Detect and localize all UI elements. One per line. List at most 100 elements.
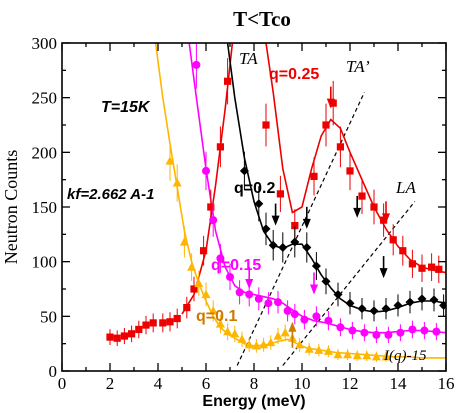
x-tick-label: 8 bbox=[250, 374, 259, 393]
peak-arrow-head bbox=[302, 218, 311, 229]
data-point bbox=[254, 199, 264, 209]
data-point bbox=[381, 351, 391, 361]
data-point bbox=[418, 264, 426, 272]
data-point bbox=[300, 315, 309, 324]
data-point bbox=[389, 236, 397, 244]
data-point bbox=[362, 350, 372, 360]
data-point bbox=[201, 289, 211, 299]
data-point bbox=[264, 299, 273, 308]
x-tick-label: 14 bbox=[390, 374, 408, 393]
data-point bbox=[239, 166, 249, 176]
data-point bbox=[276, 190, 284, 198]
peak-arrow-head bbox=[288, 321, 297, 332]
data-point bbox=[245, 290, 254, 299]
data-point bbox=[274, 298, 282, 307]
data-point bbox=[106, 333, 114, 341]
data-point bbox=[262, 121, 270, 129]
ta-prime-label: TA’ bbox=[346, 57, 370, 76]
data-point bbox=[343, 349, 353, 359]
y-tick-label: 200 bbox=[32, 143, 58, 162]
data-point bbox=[235, 288, 244, 297]
data-point bbox=[358, 192, 366, 200]
data-point bbox=[333, 289, 343, 299]
data-point bbox=[135, 325, 143, 334]
x-axis-label: Energy (meV) bbox=[202, 393, 305, 410]
axes: 0 2 4 6 8 10 12 14 16 0 50 100 150 200 250 300 bbox=[32, 34, 455, 393]
data-point bbox=[244, 339, 254, 349]
data-point bbox=[216, 143, 224, 151]
data-point bbox=[216, 254, 225, 263]
data-point bbox=[208, 306, 218, 315]
data-point bbox=[336, 323, 345, 332]
data-point bbox=[304, 344, 314, 353]
data-point bbox=[381, 304, 391, 314]
plot-content bbox=[106, 43, 446, 366]
series-label-q015: q=0.15 bbox=[211, 257, 261, 274]
data-point bbox=[113, 334, 121, 342]
x-tick-label: 10 bbox=[294, 374, 311, 393]
data-point bbox=[405, 297, 415, 307]
data-point bbox=[254, 294, 263, 303]
data-point bbox=[172, 178, 182, 187]
data-point bbox=[278, 242, 288, 252]
data-point bbox=[428, 263, 436, 271]
data-point bbox=[384, 330, 393, 339]
peak-arrow-head bbox=[379, 268, 388, 279]
data-point bbox=[200, 247, 208, 255]
data-point bbox=[266, 337, 276, 347]
background-label: I(q)-15 bbox=[383, 348, 427, 364]
x-tick-label: 16 bbox=[438, 374, 455, 393]
data-point bbox=[226, 272, 234, 281]
dispersion-line bbox=[282, 201, 416, 366]
data-point bbox=[420, 326, 429, 335]
data-point bbox=[429, 295, 439, 305]
data-point bbox=[159, 319, 167, 327]
data-point bbox=[223, 326, 233, 336]
data-point bbox=[432, 327, 441, 336]
dispersion-line bbox=[236, 91, 365, 366]
data-point bbox=[323, 346, 333, 355]
data-point bbox=[194, 278, 204, 288]
data-point bbox=[120, 332, 128, 340]
data-point bbox=[280, 327, 290, 337]
data-point bbox=[207, 203, 215, 211]
data-point bbox=[311, 261, 321, 271]
series-label-q02: q=0.2 bbox=[234, 180, 275, 197]
y-tick-label: 50 bbox=[40, 307, 57, 326]
data-point bbox=[336, 143, 344, 151]
x-tick-label: 2 bbox=[106, 374, 115, 393]
data-point bbox=[187, 262, 197, 271]
data-point bbox=[348, 326, 357, 335]
data-point bbox=[215, 319, 225, 328]
data-point bbox=[393, 300, 403, 310]
peak-arrow-head bbox=[310, 284, 318, 295]
data-point bbox=[128, 330, 136, 338]
y-tick-label: 150 bbox=[32, 198, 58, 217]
data-point bbox=[291, 221, 299, 230]
peak-arrow-head bbox=[353, 207, 362, 218]
y-axis-label: Neutron Counts bbox=[1, 150, 21, 265]
data-point bbox=[237, 334, 247, 343]
data-point bbox=[149, 319, 157, 327]
plot-area bbox=[106, 43, 446, 366]
data-point bbox=[439, 300, 446, 310]
data-point bbox=[173, 314, 181, 323]
data-point bbox=[312, 312, 321, 321]
data-point bbox=[283, 306, 292, 315]
data-point bbox=[192, 60, 201, 69]
data-point bbox=[295, 339, 305, 349]
data-point bbox=[268, 240, 278, 250]
data-point bbox=[360, 328, 369, 337]
series-label-q01: q=0.1 bbox=[196, 308, 237, 325]
x-tick-label: 6 bbox=[202, 374, 211, 393]
data-point bbox=[396, 328, 405, 337]
series-label-q025: q=0.25 bbox=[269, 66, 319, 83]
x-tick-label: 12 bbox=[342, 374, 359, 393]
plot-frame bbox=[61, 42, 447, 372]
data-point bbox=[273, 331, 283, 340]
temperature-annotation: T=15K bbox=[101, 99, 151, 116]
x-tick-label: 0 bbox=[58, 374, 67, 393]
data-point bbox=[302, 242, 312, 252]
data-point bbox=[372, 330, 381, 339]
data-point bbox=[224, 77, 232, 85]
